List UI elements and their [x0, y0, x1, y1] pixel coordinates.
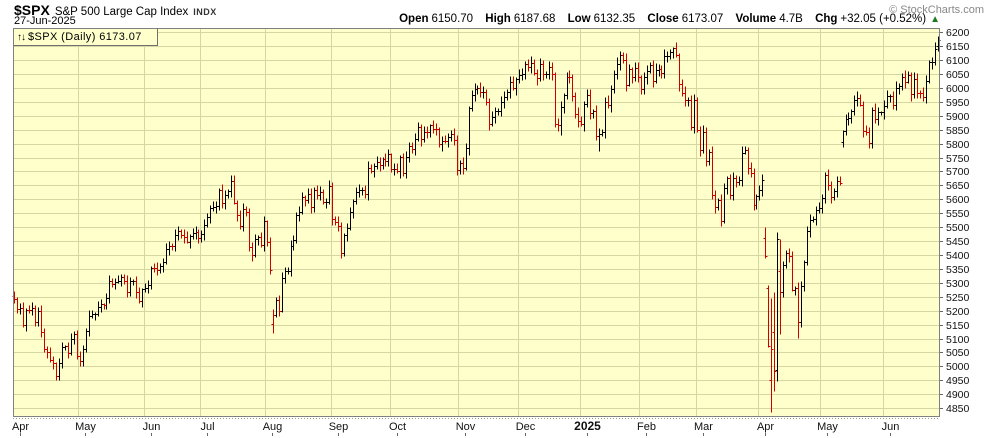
svg-text:Apr: Apr [12, 421, 29, 433]
volume-label: Volume [735, 13, 777, 25]
svg-text:4950: 4950 [946, 375, 970, 387]
exchange-label: INDX [193, 7, 217, 17]
svg-text:5000: 5000 [946, 361, 970, 373]
svg-text:5050: 5050 [946, 347, 970, 359]
svg-text:5550: 5550 [946, 208, 970, 220]
svg-text:Mar: Mar [694, 421, 713, 433]
svg-text:5450: 5450 [946, 236, 970, 248]
svg-text:5600: 5600 [946, 194, 970, 206]
svg-text:4900: 4900 [946, 389, 970, 401]
svg-text:5800: 5800 [946, 139, 970, 151]
svg-text:5350: 5350 [946, 264, 970, 276]
chart-header: $SPX S&P 500 Large Cap Index INDX [14, 2, 984, 18]
chart-overlay-label: ↑↓ $SPX (Daily) 6173.07 [13, 28, 158, 46]
svg-text:5850: 5850 [946, 125, 970, 137]
svg-text:Aug: Aug [263, 421, 283, 433]
low-label: Low [567, 13, 591, 25]
svg-text:Dec: Dec [516, 421, 536, 433]
svg-text:5950: 5950 [946, 97, 970, 109]
volume-value: 4.7B [779, 13, 803, 25]
change-label: Chg [815, 13, 838, 25]
svg-text:Jul: Jul [200, 421, 214, 433]
open-label: Open [399, 13, 429, 25]
svg-text:5650: 5650 [946, 180, 970, 192]
svg-text:Jun: Jun [882, 421, 900, 433]
high-value: 6187.68 [513, 13, 556, 25]
close-label: Close [647, 13, 679, 25]
low-value: 6132.35 [593, 13, 636, 25]
svg-text:5200: 5200 [946, 306, 970, 318]
copyright-label: © StockCharts.com [889, 4, 984, 16]
open-value: 6150.70 [431, 13, 474, 25]
svg-text:6200: 6200 [946, 27, 970, 39]
ohlc-quote-row: Open 6150.70 High 6187.68 Low 6132.35 Close… [399, 13, 940, 25]
svg-text:6050: 6050 [946, 69, 970, 81]
svg-text:Feb: Feb [637, 421, 656, 433]
svg-text:May: May [75, 421, 96, 433]
svg-text:5900: 5900 [946, 111, 970, 123]
svg-text:May: May [817, 421, 838, 433]
svg-text:Nov: Nov [456, 421, 476, 433]
svg-text:5500: 5500 [946, 222, 970, 234]
svg-text:6150: 6150 [946, 41, 970, 53]
up-down-arrows-icon: ↑↓ [17, 32, 26, 43]
chart-plot-area: 4850 4900 4950 5000 5050 5100 5150 5200 5250 5300… [0, 26, 990, 438]
svg-text:2025: 2025 [574, 419, 601, 433]
svg-text:6000: 6000 [946, 83, 970, 95]
symbol-label: $SPX [14, 2, 50, 18]
change-value: +32.05 (+0.52%) [840, 13, 927, 25]
svg-text:5700: 5700 [946, 166, 970, 178]
change-up-triangle-icon: ▲ [930, 14, 940, 25]
svg-text:Sep: Sep [329, 421, 349, 433]
svg-text:4850: 4850 [946, 403, 970, 415]
chart-date-label: 27-Jun-2025 [14, 15, 76, 27]
high-label: High [485, 13, 511, 25]
svg-text:5400: 5400 [946, 250, 970, 262]
svg-text:Oct: Oct [389, 421, 406, 433]
svg-text:5250: 5250 [946, 292, 970, 304]
svg-text:Jun: Jun [143, 421, 161, 433]
svg-text:Apr: Apr [757, 421, 774, 433]
close-value: 6173.07 [681, 13, 724, 25]
svg-text:6100: 6100 [946, 55, 970, 67]
svg-text:5100: 5100 [946, 334, 970, 346]
svg-text:5150: 5150 [946, 320, 970, 332]
svg-text:5750: 5750 [946, 153, 970, 165]
index-name-label: S&P 500 Large Cap Index [54, 6, 189, 18]
overlay-label-text: $SPX (Daily) 6173.07 [28, 31, 142, 43]
svg-text:5300: 5300 [946, 278, 970, 290]
